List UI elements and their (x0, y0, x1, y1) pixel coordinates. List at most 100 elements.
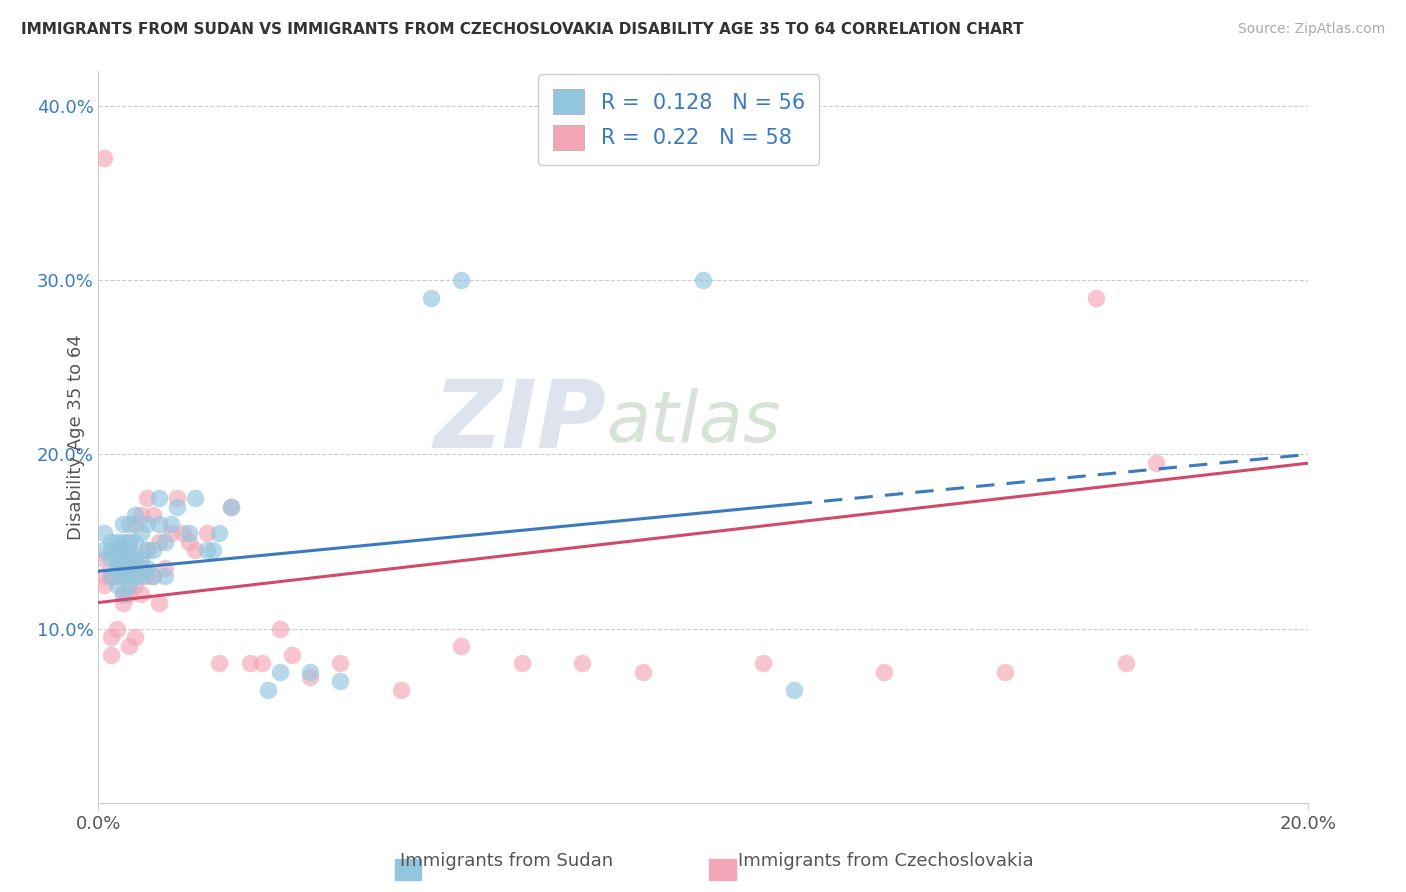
Point (994, 665, 1017, 680)
Point (129, 552, 152, 566)
Point (111, 517, 134, 532)
Text: Immigrants from Sudan: Immigrants from Sudan (399, 852, 613, 870)
Point (299, 665, 322, 680)
Point (329, 657, 352, 671)
Point (142, 508, 165, 523)
Point (100, 648, 122, 662)
Point (450, 639, 472, 653)
Point (148, 534, 170, 549)
Point (118, 578, 141, 592)
Point (129, 587, 152, 601)
Point (93, 543, 115, 558)
Text: Immigrants from Czechoslovakia: Immigrants from Czechoslovakia (738, 852, 1033, 870)
Point (105, 560, 128, 574)
Point (221, 500, 243, 514)
Point (148, 595, 170, 609)
Point (124, 569, 146, 583)
Point (160, 517, 183, 532)
Point (129, 508, 152, 523)
Point (100, 569, 122, 583)
Point (111, 560, 134, 574)
Text: ZIP: ZIP (433, 376, 606, 468)
Text: IMMIGRANTS FROM SUDAN VS IMMIGRANTS FROM CZECHOSLOVAKIA DISABILITY AGE 35 TO 64 : IMMIGRANTS FROM SUDAN VS IMMIGRANTS FROM… (21, 22, 1024, 37)
Point (124, 517, 146, 532)
Point (124, 578, 146, 592)
Point (179, 534, 201, 549)
Point (179, 525, 201, 540)
Point (100, 631, 122, 645)
Point (160, 525, 183, 540)
FancyBboxPatch shape (395, 859, 422, 880)
Point (208, 657, 231, 671)
Point (250, 657, 273, 671)
Point (105, 569, 128, 583)
Point (124, 534, 146, 549)
Point (118, 517, 141, 532)
Point (510, 657, 533, 671)
Point (142, 569, 165, 583)
Point (1115, 657, 1137, 671)
Point (118, 587, 141, 601)
Point (172, 525, 194, 540)
Point (111, 587, 134, 601)
Point (148, 517, 170, 532)
Point (631, 665, 654, 680)
Text: Source: ZipAtlas.com: Source: ZipAtlas.com (1237, 22, 1385, 37)
Point (135, 491, 157, 505)
Point (184, 543, 207, 558)
Point (100, 552, 122, 566)
Point (118, 569, 141, 583)
Point (111, 534, 134, 549)
Point (118, 560, 141, 574)
Point (208, 525, 231, 540)
Point (166, 491, 188, 505)
Point (153, 569, 176, 583)
Point (105, 578, 128, 592)
Point (420, 291, 443, 305)
Point (118, 639, 141, 653)
Point (111, 560, 134, 574)
Point (129, 525, 152, 540)
Point (100, 543, 122, 558)
Point (1085, 291, 1108, 305)
Point (329, 673, 352, 688)
Point (118, 534, 141, 549)
Point (135, 543, 157, 558)
Point (269, 665, 291, 680)
Point (148, 491, 170, 505)
Legend: R =  0.128   N = 56, R =  0.22   N = 58: R = 0.128 N = 56, R = 0.22 N = 58 (538, 74, 820, 165)
Point (105, 552, 128, 566)
Point (873, 665, 896, 680)
Point (195, 543, 218, 558)
Point (269, 622, 291, 636)
FancyBboxPatch shape (709, 859, 735, 880)
Point (93, 152, 115, 166)
Point (93, 525, 115, 540)
Point (129, 560, 152, 574)
Point (93, 578, 115, 592)
Text: atlas: atlas (606, 388, 780, 457)
Point (105, 543, 128, 558)
Point (256, 682, 278, 697)
Point (389, 682, 412, 697)
Point (111, 552, 134, 566)
Point (142, 569, 165, 583)
Point (135, 543, 157, 558)
Point (124, 552, 146, 566)
Point (111, 595, 134, 609)
Point (93, 552, 115, 566)
Point (124, 552, 146, 566)
Point (105, 534, 128, 549)
Point (239, 657, 262, 671)
Point (118, 560, 141, 574)
Point (184, 491, 207, 505)
Point (752, 657, 775, 671)
Point (111, 543, 134, 558)
Point (135, 517, 157, 532)
Point (93, 569, 115, 583)
Point (105, 622, 128, 636)
Point (299, 670, 322, 684)
Point (692, 273, 714, 287)
Point (221, 500, 243, 514)
Point (118, 534, 141, 549)
